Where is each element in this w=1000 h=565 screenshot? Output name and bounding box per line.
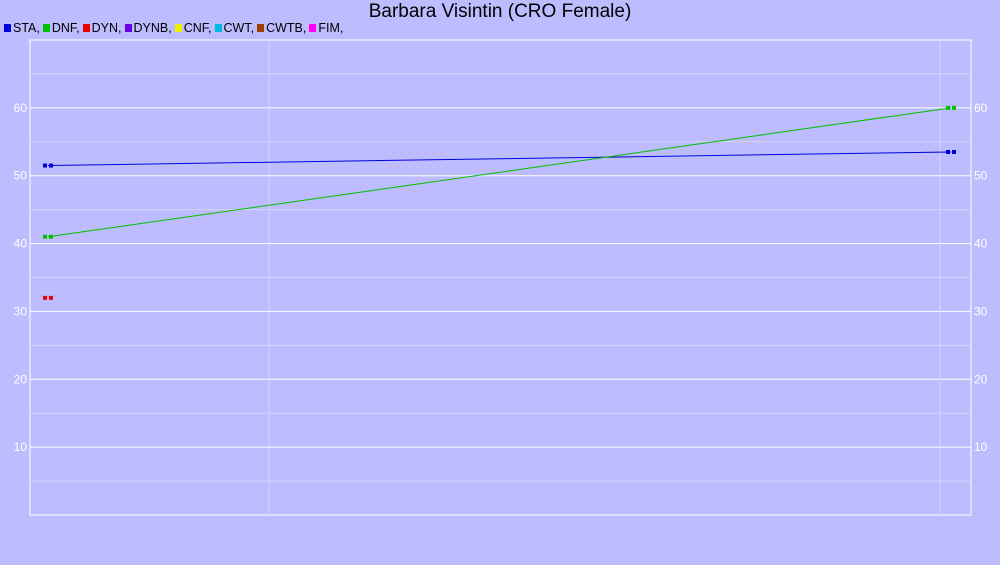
legend-swatch — [174, 24, 182, 32]
legend-swatch — [124, 24, 132, 32]
legend-label: DYN, — [91, 21, 122, 35]
legend-label: FIM, — [318, 21, 344, 35]
legend-item: DYNB, — [124, 21, 172, 35]
data-point-dyn — [43, 295, 47, 300]
legend-swatch — [82, 24, 90, 32]
y-tick-label-left: 50 — [14, 169, 28, 183]
legend-label: DNF, — [51, 21, 80, 35]
legend-item: DNF, — [42, 21, 80, 35]
legend-item: STA, — [4, 21, 40, 35]
legend-label: CNF, — [183, 21, 212, 35]
legend-item: FIM, — [309, 21, 343, 35]
y-tick-label-right: 10 — [974, 440, 988, 454]
legend-swatch — [214, 24, 222, 32]
data-point-dnf — [43, 234, 47, 239]
y-tick-label-left: 20 — [14, 372, 28, 386]
data-point-dyn — [49, 295, 53, 300]
legend-swatch — [309, 24, 317, 32]
series-line-dnf — [47, 107, 952, 238]
data-point-sta — [43, 163, 47, 168]
series-line-sta — [47, 151, 952, 167]
legend-swatch — [4, 24, 11, 32]
legend-label: CWTB, — [266, 21, 307, 35]
y-tick-label-right: 30 — [974, 304, 988, 318]
data-point-sta — [946, 149, 950, 154]
legend-item: CNF, — [174, 21, 212, 35]
grid-layer — [30, 40, 971, 515]
data-point-dnf — [49, 234, 53, 239]
data-point-sta — [49, 163, 53, 168]
data-point-dnf — [952, 105, 956, 110]
series-layer — [43, 105, 956, 300]
y-tick-label-right: 60 — [974, 101, 988, 115]
legend-item: DYN, — [82, 21, 122, 35]
data-point-dnf — [946, 105, 950, 110]
y-tick-label-right: 40 — [974, 237, 988, 251]
tick-layer: 10 10 20 20 30 30 40 40 50 50 60 60 — [14, 101, 988, 454]
legend-swatch — [42, 24, 50, 32]
y-tick-label-right: 20 — [974, 372, 988, 386]
legend-item: CWTB, — [257, 21, 306, 35]
legend-label: CWT, — [223, 21, 255, 35]
legend-label: STA, — [13, 21, 40, 35]
legend: STA, DNF, DYN, DYNB, CNF, CWT, CWTB, FIM, — [4, 21, 346, 35]
chart-title: Barbara Visintin (CRO Female) — [368, 1, 632, 22]
legend-item: CWT, — [214, 21, 255, 35]
data-point-sta — [952, 149, 956, 154]
y-tick-label-left: 40 — [14, 237, 28, 251]
y-tick-label-right: 50 — [974, 169, 988, 183]
y-tick-label-left: 60 — [14, 101, 28, 115]
y-tick-label-left: 30 — [14, 304, 28, 318]
legend-label: DYNB, — [133, 21, 172, 35]
y-tick-label-left: 10 — [14, 440, 28, 454]
legend-swatch — [257, 24, 265, 32]
